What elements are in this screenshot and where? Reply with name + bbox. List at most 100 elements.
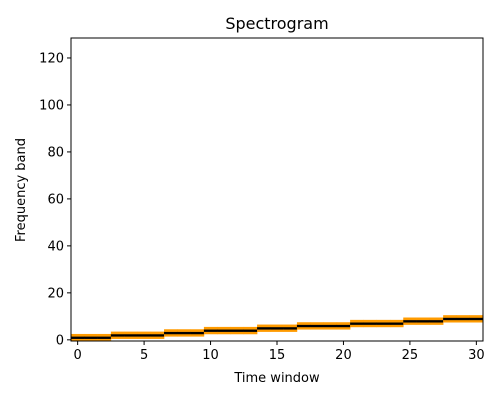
heatmap-cell bbox=[270, 326, 284, 330]
y-tick-label: 60 bbox=[47, 192, 64, 207]
heatmap-cell bbox=[376, 322, 391, 325]
heatmap-cell bbox=[230, 329, 245, 332]
heatmap-cell bbox=[469, 319, 483, 323]
heatmap-cell bbox=[443, 315, 457, 318]
heatmap-cell bbox=[84, 338, 98, 341]
x-tick-label: 30 bbox=[468, 348, 485, 363]
heatmap-cell bbox=[257, 329, 271, 332]
heatmap-cell bbox=[137, 333, 152, 337]
heatmap-cell bbox=[71, 333, 85, 337]
heatmap-cell bbox=[376, 319, 391, 323]
heatmap-cell bbox=[243, 329, 258, 332]
heatmap-cell bbox=[124, 336, 138, 339]
heatmap-cell bbox=[323, 324, 338, 328]
heatmap-cell bbox=[203, 329, 218, 332]
x-tick-label: 5 bbox=[140, 348, 148, 363]
heatmap-cell bbox=[177, 331, 191, 335]
y-tick-label: 0 bbox=[56, 333, 64, 348]
heatmap-cell bbox=[97, 338, 112, 341]
heatmap-cell bbox=[84, 336, 98, 339]
heatmap-cell bbox=[217, 326, 231, 330]
heatmap-cell bbox=[350, 319, 364, 323]
heatmap-cell bbox=[336, 322, 351, 325]
heatmap-cell bbox=[270, 329, 284, 332]
heatmap-cell bbox=[443, 319, 457, 323]
heatmap-cell bbox=[336, 326, 351, 330]
y-axis: 0 20 40 60 80 100 120 bbox=[39, 51, 71, 348]
heatmap-cell bbox=[310, 326, 324, 330]
heatmap-cell bbox=[456, 319, 471, 323]
y-tick-label: 80 bbox=[47, 145, 64, 160]
heatmap-cells bbox=[71, 315, 483, 341]
heatmap-cell bbox=[164, 333, 178, 337]
heatmap-cell bbox=[429, 317, 444, 321]
heatmap-cell bbox=[363, 324, 377, 328]
heatmap-cell bbox=[177, 329, 191, 332]
heatmap-cell bbox=[469, 315, 483, 318]
heatmap-cell bbox=[283, 326, 298, 330]
heatmap-cell bbox=[283, 329, 298, 332]
y-axis-label: Frequency band bbox=[14, 138, 29, 242]
heatmap-cell bbox=[469, 317, 483, 321]
x-tick-label: 15 bbox=[269, 348, 286, 363]
x-tick-label: 20 bbox=[335, 348, 352, 363]
x-axis-label: Time window bbox=[233, 371, 320, 386]
heatmap-cell bbox=[124, 331, 138, 335]
heatmap-cell bbox=[443, 317, 457, 321]
heatmap-cell bbox=[363, 319, 377, 323]
heatmap-cell bbox=[257, 326, 271, 330]
heatmap-cell bbox=[203, 326, 218, 330]
heatmap-cell bbox=[164, 331, 178, 335]
heatmap-cell bbox=[230, 331, 245, 335]
x-tick-label: 0 bbox=[74, 348, 82, 363]
heatmap-cell bbox=[296, 324, 311, 328]
heatmap-cell bbox=[389, 322, 404, 325]
heatmap-cell bbox=[110, 331, 125, 335]
y-tick-label: 40 bbox=[47, 239, 64, 254]
y-tick-label: 20 bbox=[47, 286, 64, 301]
heatmap-cell bbox=[137, 331, 152, 335]
heatmap-cell bbox=[310, 322, 324, 325]
heatmap-cell bbox=[97, 336, 112, 339]
heatmap-cell bbox=[350, 324, 364, 328]
heatmap-cell bbox=[190, 331, 205, 335]
heatmap-cell bbox=[257, 324, 271, 328]
heatmap-cell bbox=[456, 315, 471, 318]
heatmap-cell bbox=[71, 336, 85, 339]
heatmap-cell bbox=[416, 322, 431, 325]
heatmap-cell bbox=[350, 322, 364, 325]
heatmap-cell bbox=[429, 322, 444, 325]
heatmap-cell bbox=[71, 338, 85, 341]
heatmap-cell bbox=[323, 322, 338, 325]
heatmap-cell bbox=[164, 329, 178, 332]
heatmap-cell bbox=[296, 326, 311, 330]
heatmap-cell bbox=[243, 331, 258, 335]
heatmap-cell bbox=[456, 317, 471, 321]
heatmap-cell bbox=[110, 333, 125, 337]
heatmap-cell bbox=[416, 319, 431, 323]
y-tick-label: 100 bbox=[39, 98, 64, 113]
heatmap-cell bbox=[416, 317, 431, 321]
heatmap-cell bbox=[296, 322, 311, 325]
x-axis: 0 5 10 15 20 25 30 bbox=[74, 341, 485, 363]
heatmap-cell bbox=[323, 326, 338, 330]
heatmap-cell bbox=[243, 326, 258, 330]
heatmap-cell bbox=[389, 319, 404, 323]
heatmap-cell bbox=[124, 333, 138, 337]
heatmap-cell bbox=[217, 331, 231, 335]
chart-title: Spectrogram bbox=[225, 14, 328, 33]
plot-background bbox=[71, 38, 483, 341]
heatmap-cell bbox=[150, 336, 165, 339]
heatmap-cell bbox=[110, 336, 125, 339]
heatmap-cell bbox=[150, 333, 165, 337]
heatmap-cell bbox=[283, 324, 298, 328]
heatmap-cell bbox=[137, 336, 152, 339]
x-tick-label: 10 bbox=[202, 348, 219, 363]
heatmap-cell bbox=[217, 329, 231, 332]
heatmap-cell bbox=[429, 319, 444, 323]
x-tick-label: 25 bbox=[402, 348, 419, 363]
heatmap-cell bbox=[403, 322, 417, 325]
heatmap-cell bbox=[230, 326, 245, 330]
heatmap-cell bbox=[97, 333, 112, 337]
